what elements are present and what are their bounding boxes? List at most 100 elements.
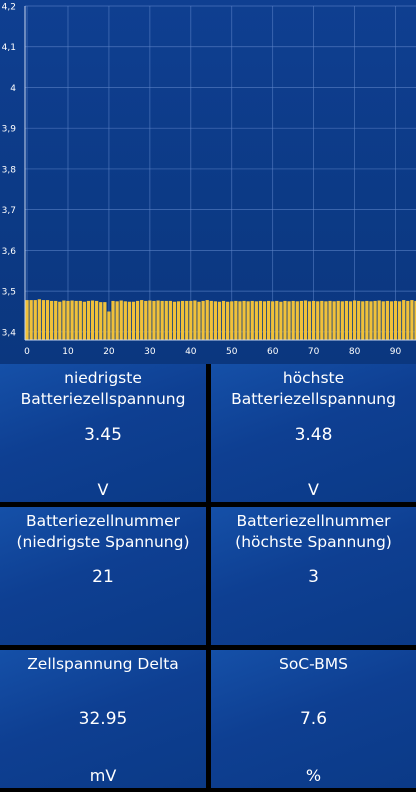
chart-bar [205, 300, 209, 340]
chart-bar [201, 300, 205, 340]
tile-caption-line1: Batteriezellnummer [236, 512, 391, 530]
chart-bar [328, 300, 332, 340]
chart-bar [119, 300, 123, 340]
chart-bar [312, 300, 316, 340]
tile-value: 32.95 [78, 709, 128, 729]
chart-bar [172, 301, 177, 340]
chart-grid [25, 5, 416, 340]
tile-caption-line1: höchste [282, 369, 345, 387]
x-tick-label: 60 [267, 347, 279, 357]
tile-unit: V [308, 480, 319, 499]
y-tick-label: 4 [10, 84, 16, 94]
chart-bar [414, 300, 416, 340]
chart-bar [320, 300, 324, 340]
chart-bar [246, 301, 250, 340]
tile-min-cell-number[interactable]: Batteriezellnummer (niedrigste Spannung)… [0, 507, 206, 645]
y-tick-label: 3,4 [2, 328, 17, 338]
chart-bar [156, 300, 160, 340]
chart-bar [402, 300, 406, 340]
chart-bar [189, 300, 193, 340]
chart-bar [361, 301, 365, 340]
chart-bar [123, 301, 127, 340]
chart-bar [176, 301, 181, 340]
chart-bar [41, 300, 46, 340]
chart-bar [33, 300, 37, 340]
chart-bar [74, 300, 78, 340]
chart-bar [316, 301, 320, 340]
chart-bar [197, 301, 201, 340]
chart-bar [148, 300, 152, 340]
chart-bar [381, 301, 385, 340]
chart-bar [86, 300, 91, 340]
x-tick-labels: 0 10 20 30 40 50 60 70 80 90 [24, 347, 401, 357]
x-tick-label: 70 [308, 347, 320, 357]
tile-unit: mV [89, 766, 117, 785]
chart-bar [250, 300, 254, 340]
y-tick-label: 3,9 [2, 125, 17, 135]
tile-caption: SoC-BMS [211, 654, 416, 675]
x-tick-label: 90 [390, 347, 402, 357]
tile-caption-line1: Zellspannung Delta [27, 655, 179, 673]
tile-value: 3.48 [294, 425, 333, 445]
y-tick-label: 4,1 [2, 43, 16, 53]
chart-bar [271, 301, 275, 340]
chart-bar [275, 300, 279, 340]
tile-caption: Zellspannung Delta [0, 654, 206, 675]
chart-bar [262, 301, 267, 340]
chart-bar [377, 300, 381, 340]
chart-bar [82, 301, 87, 340]
chart-bar [164, 300, 168, 340]
chart-bar [37, 299, 41, 340]
chart-bar [213, 301, 218, 340]
chart-bar [103, 302, 107, 340]
chart-bar [373, 300, 377, 340]
y-tick-label: 3,5 [2, 288, 16, 298]
tile-caption-line2: Batteriezellspannung [231, 390, 396, 408]
chart-bar [62, 300, 66, 340]
chart-bar [369, 301, 373, 340]
chart-bar [221, 300, 226, 340]
chart-bar [111, 300, 115, 340]
chart-bar [266, 300, 271, 340]
tile-unit: V [97, 480, 109, 499]
tile-caption-line1: niedrigste [64, 369, 142, 387]
tile-max-cell-voltage[interactable]: höchste Batteriezellspannung 3.48 V [211, 364, 416, 502]
cell-voltage-chart[interactable]: 3,4 3,5 3,6 3,7 3,8 3,9 4 4,1 4,2 0 10 20 30 40 50 60 7… [0, 0, 416, 364]
chart-bar [291, 300, 295, 340]
tile-cell-voltage-delta[interactable]: Zellspannung Delta 32.95 mV [0, 650, 206, 788]
y-tick-label: 3,6 [2, 247, 17, 257]
chart-bar [140, 300, 144, 340]
tile-min-cell-voltage[interactable]: niedrigste Batteriezellspannung 3.45 V [0, 364, 206, 502]
tile-caption: Batteriezellnummer (niedrigste Spannung) [0, 511, 206, 553]
x-tick-label: 40 [185, 347, 197, 357]
chart-bar [144, 300, 148, 340]
chart-bar [90, 300, 95, 340]
y-tick-label: 4,2 [2, 3, 16, 13]
chart-bar [410, 300, 414, 340]
chart-bar [385, 300, 389, 340]
tile-value: 21 [92, 567, 114, 587]
chart-bar [226, 301, 230, 340]
tile-soc-bms[interactable]: SoC-BMS 7.6 % [211, 650, 416, 788]
chart-bar [131, 301, 136, 340]
tile-caption: höchste Batteriezellspannung [211, 368, 416, 410]
x-tick-label: 50 [226, 347, 238, 357]
chart-bar [230, 301, 234, 340]
tile-caption-line2: (höchste Spannung) [235, 533, 392, 551]
chart-bar [332, 301, 336, 340]
chart-bar [365, 300, 369, 340]
tile-max-cell-number[interactable]: Batteriezellnummer (höchste Spannung) 3 [211, 507, 416, 645]
chart-bar [70, 300, 74, 340]
chart-bar [344, 300, 349, 340]
chart-bar [95, 300, 99, 340]
chart-bar [279, 301, 283, 340]
tile-value: 3 [308, 567, 319, 587]
tile-value: 3.45 [84, 425, 122, 445]
chart-bar [209, 300, 213, 340]
chart-axes [24, 6, 416, 341]
chart-bar [49, 300, 54, 340]
chart-bar [242, 300, 246, 340]
chart-bar [45, 300, 50, 340]
x-tick-label: 10 [62, 347, 74, 357]
chart-bar [168, 300, 172, 340]
